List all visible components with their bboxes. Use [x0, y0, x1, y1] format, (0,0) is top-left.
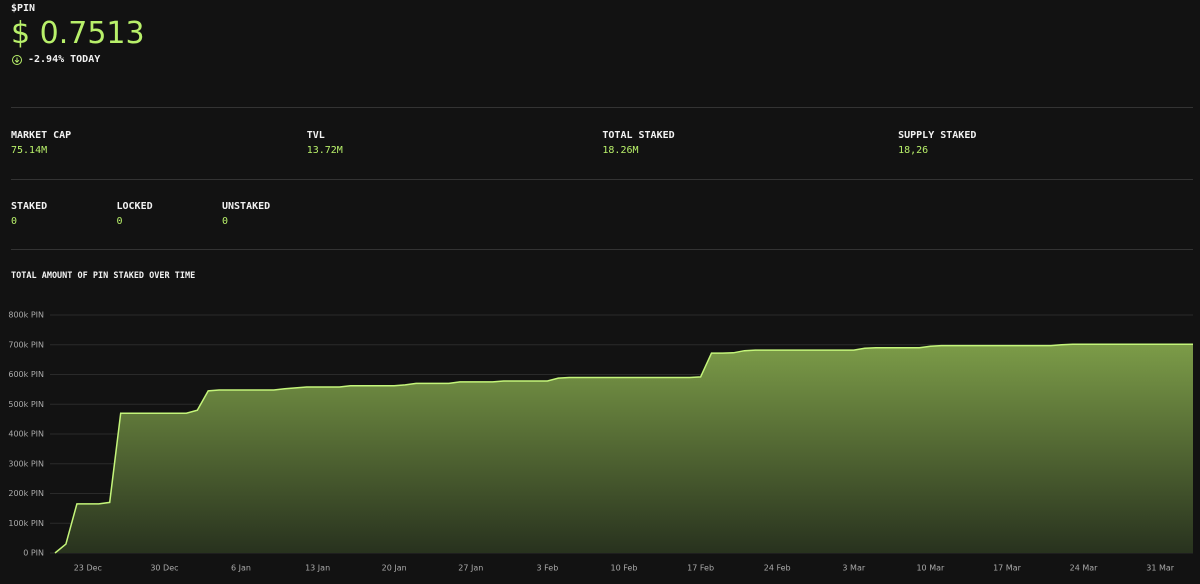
x-tick-label: 17 Feb — [687, 564, 714, 573]
x-tick-label: 17 Mar — [993, 564, 1022, 573]
x-tick-label: 10 Mar — [916, 564, 945, 573]
y-tick-label: 0 PIN — [23, 549, 44, 558]
staking-value: 0 — [116, 216, 123, 227]
divider — [11, 107, 1193, 108]
stat-label: MARKET CAP — [11, 130, 72, 141]
x-tick-label: 27 Jan — [458, 564, 483, 573]
x-tick-label: 3 Mar — [842, 564, 865, 573]
x-tick-label: 10 Feb — [611, 564, 638, 573]
y-tick-label: 300k PIN — [8, 459, 44, 468]
price-change: -2.94% TODAY — [28, 54, 101, 65]
x-tick-label: 3 Feb — [537, 564, 559, 573]
price: $ 0.7513 — [11, 16, 145, 51]
line — [54, 343, 1193, 554]
y-tick-label: 400k PIN — [8, 430, 44, 439]
y-tick-label: 200k PIN — [8, 489, 44, 498]
x-tick-label: 24 Feb — [764, 564, 791, 573]
chart-title: TOTAL AMOUNT OF PIN STAKED OVER TIME — [11, 271, 196, 281]
area — [55, 344, 1193, 553]
stat-label: TOTAL STAKED — [602, 130, 675, 141]
stat-value: 18,26 — [898, 145, 929, 156]
y-tick-label: 500k PIN — [8, 400, 44, 409]
y-tick-label: 800k PIN — [8, 311, 44, 320]
x-tick-label: 31 Mar — [1146, 564, 1175, 573]
staking-value: 0 — [222, 216, 229, 227]
stat-value: 13.72M — [306, 145, 343, 156]
x-tick-label: 13 Jan — [305, 564, 330, 573]
x-tick-label: 6 Jan — [231, 564, 251, 573]
x-tick-label: 20 Jan — [382, 564, 407, 573]
x-tick-label: 23 Dec — [74, 564, 102, 573]
y-tick-label: 600k PIN — [8, 370, 44, 379]
ticker: $PIN — [11, 3, 36, 14]
stat-label: SUPPLY STAKED — [898, 130, 977, 141]
stat-value: 18.26M — [602, 145, 639, 156]
staking-label: LOCKED — [116, 201, 153, 212]
x-tick-label: 24 Mar — [1070, 564, 1099, 573]
down-icon — [12, 55, 22, 65]
staking-label: UNSTAKED — [222, 201, 271, 212]
y-tick-label: 700k PIN — [8, 340, 44, 349]
y-tick-label: 100k PIN — [8, 519, 44, 528]
staking-label: STAKED — [11, 201, 48, 212]
stat-value: 75.14M — [11, 145, 48, 156]
stat-label: TVL — [306, 130, 325, 141]
divider — [11, 249, 1193, 250]
staking-value: 0 — [11, 216, 18, 227]
x-tick-label: 30 Dec — [150, 564, 178, 573]
divider — [11, 179, 1193, 180]
